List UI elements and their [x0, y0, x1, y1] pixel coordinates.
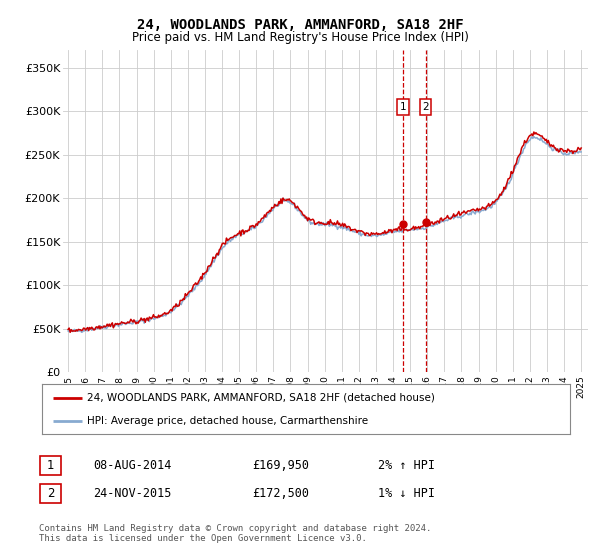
Text: Price paid vs. HM Land Registry's House Price Index (HPI): Price paid vs. HM Land Registry's House … [131, 31, 469, 44]
Text: 1: 1 [47, 459, 54, 473]
Text: £172,500: £172,500 [252, 487, 309, 501]
Text: 1: 1 [400, 102, 407, 112]
Text: 1% ↓ HPI: 1% ↓ HPI [378, 487, 435, 501]
Text: Contains HM Land Registry data © Crown copyright and database right 2024.
This d: Contains HM Land Registry data © Crown c… [39, 524, 431, 543]
Text: HPI: Average price, detached house, Carmarthenshire: HPI: Average price, detached house, Carm… [87, 417, 368, 426]
Text: £169,950: £169,950 [252, 459, 309, 473]
Text: 24, WOODLANDS PARK, AMMANFORD, SA18 2HF: 24, WOODLANDS PARK, AMMANFORD, SA18 2HF [137, 18, 463, 32]
Text: 2% ↑ HPI: 2% ↑ HPI [378, 459, 435, 473]
Text: 2: 2 [47, 487, 54, 501]
Text: 08-AUG-2014: 08-AUG-2014 [93, 459, 172, 473]
Text: 24, WOODLANDS PARK, AMMANFORD, SA18 2HF (detached house): 24, WOODLANDS PARK, AMMANFORD, SA18 2HF … [87, 393, 435, 403]
Text: 2: 2 [422, 102, 429, 112]
Text: 24-NOV-2015: 24-NOV-2015 [93, 487, 172, 501]
